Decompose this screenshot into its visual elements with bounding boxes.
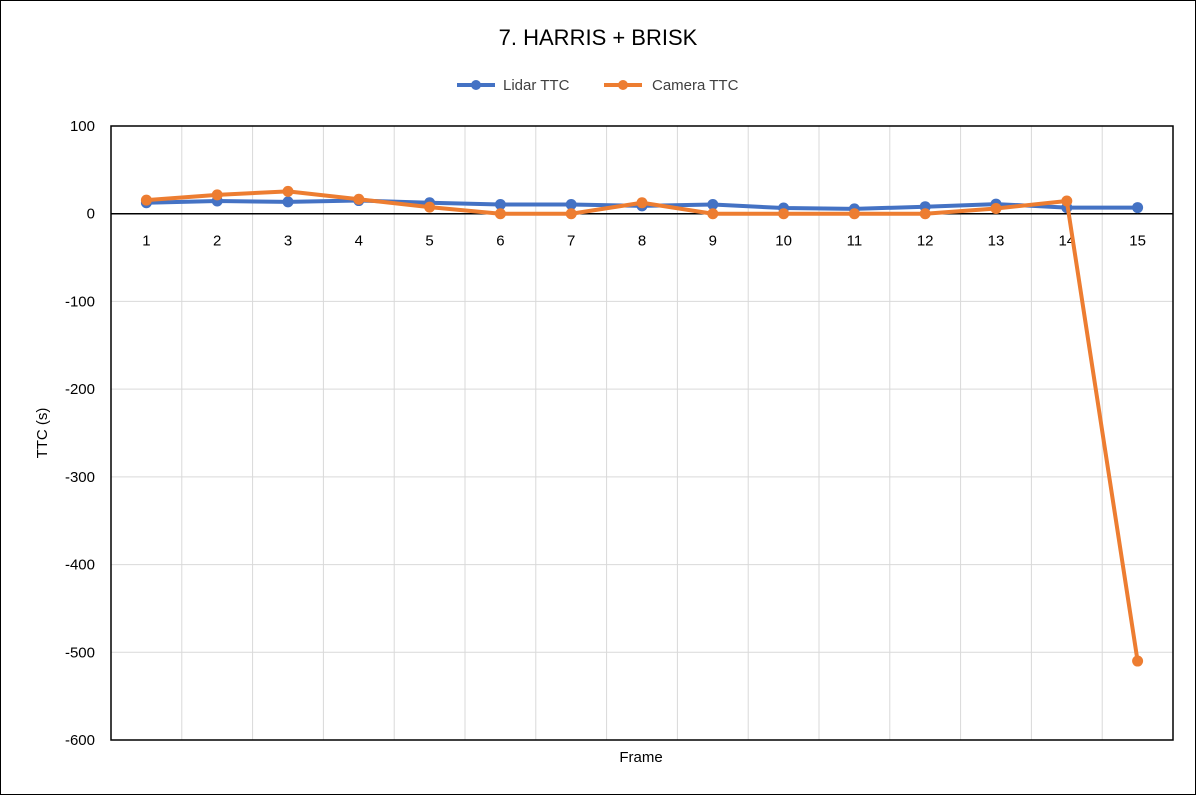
y-tick-label: -100 [65,293,95,310]
x-tick-label: 15 [1129,233,1146,250]
data-point-camera [919,208,931,220]
x-tick-label: 12 [917,233,934,250]
legend-label-camera: Camera TTC [652,77,739,94]
x-tick-label: 2 [213,233,221,250]
data-point-camera [353,193,365,205]
data-point-camera [140,194,152,206]
y-tick-label: -600 [65,732,95,749]
x-tick-label: 8 [638,233,646,250]
data-point-lidar [1132,202,1144,214]
x-tick-label: 3 [284,233,292,250]
x-tick-label: 4 [355,233,363,250]
series-camera [140,185,1144,667]
legend-marker-lidar [471,80,481,90]
legend-label-lidar: Lidar TTC [503,77,570,94]
data-point-camera [1132,655,1144,667]
x-tick-label: 5 [425,233,433,250]
data-point-lidar [494,199,506,211]
x-tick-label: 10 [775,233,792,250]
data-point-camera [778,208,790,220]
plot-area [110,125,1174,741]
data-point-camera [424,201,436,213]
legend: Lidar TTC Camera TTC [457,77,739,94]
y-tick-label: -200 [65,381,95,398]
series-line-camera [144,189,1140,664]
y-tick-label: 100 [70,118,95,135]
data-point-camera [282,185,294,197]
legend-item-lidar: Lidar TTC [457,77,570,94]
y-tick-label: -500 [65,644,95,661]
y-tick-label: -400 [65,557,95,574]
x-tick-label: 13 [988,233,1005,250]
data-point-camera [848,208,860,220]
legend-item-camera: Camera TTC [604,77,739,94]
data-point-camera [707,208,719,220]
y-tick-label: 0 [87,206,95,223]
data-point-camera [211,189,223,201]
x-axis-label: Frame [619,749,662,766]
legend-marker-camera [618,80,628,90]
data-point-camera [494,208,506,220]
data-point-lidar [565,199,577,211]
data-point-camera [1061,195,1073,207]
data-point-camera [990,202,1002,214]
series-layer [140,185,1144,667]
x-axis-ticks: 1 2 3 4 5 6 7 8 9 10 11 12 13 14 15 [142,233,1146,250]
x-tick-label: 1 [142,233,150,250]
data-point-lidar [707,199,719,211]
y-axis-label: TTC (s) [34,408,51,459]
chart-title: 7. HARRIS + BRISK [499,25,698,50]
x-tick-label: 9 [709,233,717,250]
x-tick-label: 11 [847,233,863,250]
x-tick-label: 7 [567,233,575,250]
data-point-camera [565,208,577,220]
x-tick-label: 6 [496,233,504,250]
y-axis-ticks: 100 0 -100 -200 -300 -400 -500 -600 [65,118,95,749]
y-tick-label: -300 [65,469,95,486]
data-point-camera [636,197,648,209]
gridlines [111,125,1173,741]
data-point-lidar [282,196,294,208]
